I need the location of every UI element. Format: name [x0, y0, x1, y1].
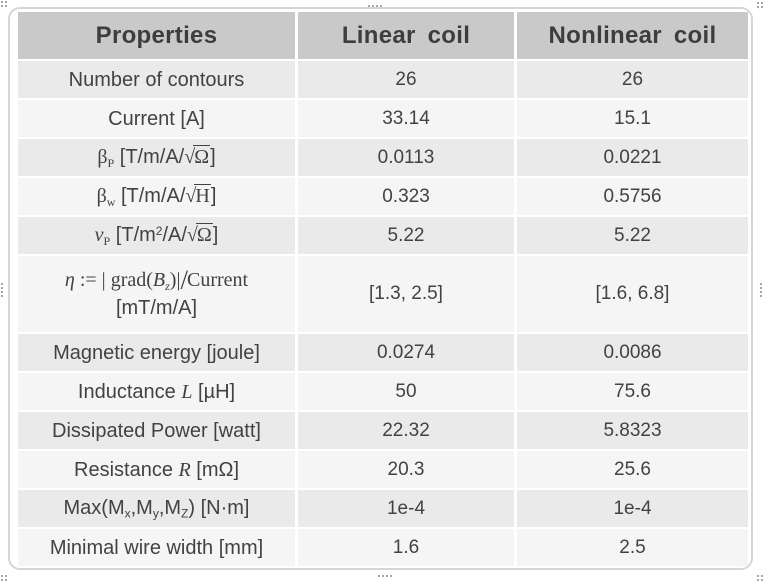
property-cell: Current [A] [18, 100, 295, 137]
property-cell: νP [T/m2/A/√Ω] [18, 217, 295, 254]
property-cell: Minimal wire width [mm] [18, 529, 295, 566]
header-nonlinear-coil: Nonlinear coil [517, 12, 748, 59]
table-row: Minimal wire width [mm] 1.6 2.5 [18, 529, 748, 566]
table-row: βP [T/m/A/√Ω] 0.0113 0.0221 [18, 139, 748, 176]
nonlinear-value: 1e-4 [517, 490, 748, 527]
table-row: Inductance L [µH] 50 75.6 [18, 373, 748, 410]
nonlinear-value: 0.0221 [517, 139, 748, 176]
linear-value: 0.0274 [298, 334, 514, 371]
property-cell: Dissipated Power [watt] [18, 412, 295, 449]
resize-handle-top-left[interactable] [1, 1, 7, 7]
property-cell: Resistance R [mΩ] [18, 451, 295, 488]
nonlinear-value: 0.0086 [517, 334, 748, 371]
linear-value: 0.0113 [298, 139, 514, 176]
table-header-row: Properties Linear coil Nonlinear coil [18, 12, 748, 59]
table-row: Max(Mx,My,MZ) [N·m] 1e-4 1e-4 [18, 490, 748, 527]
table-panel[interactable]: Properties Linear coil Nonlinear coil Nu… [8, 7, 753, 570]
linear-value: 1e-4 [298, 490, 514, 527]
linear-value: 1.6 [298, 529, 514, 566]
property-cell: Magnetic energy [joule] [18, 334, 295, 371]
table-row: Number of contours 26 26 [18, 61, 748, 98]
nonlinear-value: 0.5756 [517, 178, 748, 215]
property-cell: βw [T/m/A/√H] [18, 178, 295, 215]
nonlinear-value: [1.6, 6.8] [517, 256, 748, 332]
linear-value: 5.22 [298, 217, 514, 254]
header-linear-coil: Linear coil [298, 12, 514, 59]
header-properties: Properties [18, 12, 295, 59]
resize-handle-bottom-center[interactable] [378, 575, 392, 577]
resize-handle-bottom-right[interactable] [757, 575, 763, 581]
property-cell: βP [T/m/A/√Ω] [18, 139, 295, 176]
nonlinear-value: 5.8323 [517, 412, 748, 449]
table-row: Dissipated Power [watt] 22.32 5.8323 [18, 412, 748, 449]
table-row: Current [A] 33.14 15.1 [18, 100, 748, 137]
resize-handle-bottom-left[interactable] [1, 575, 7, 581]
resize-handle-top-center[interactable] [368, 5, 382, 7]
linear-value: 50 [298, 373, 514, 410]
resize-handle-right-middle[interactable] [760, 283, 762, 297]
properties-table: Properties Linear coil Nonlinear coil Nu… [18, 12, 748, 566]
resize-handle-top-right[interactable] [757, 2, 763, 8]
linear-value: 20.3 [298, 451, 514, 488]
property-cell: Inductance L [µH] [18, 373, 295, 410]
nonlinear-value: 5.22 [517, 217, 748, 254]
property-cell: η := | grad(Bz)|/Current [mT/m/A] [18, 256, 295, 332]
table-row: Magnetic energy [joule] 0.0274 0.0086 [18, 334, 748, 371]
table-row: Resistance R [mΩ] 20.3 25.6 [18, 451, 748, 488]
nonlinear-value: 75.6 [517, 373, 748, 410]
resize-handle-left-middle[interactable] [1, 283, 3, 297]
table-row: η := | grad(Bz)|/Current [mT/m/A] [1.3, 2… [18, 256, 748, 332]
property-cell: Number of contours [18, 61, 295, 98]
linear-value: [1.3, 2.5] [298, 256, 514, 332]
table-row: βw [T/m/A/√H] 0.323 0.5756 [18, 178, 748, 215]
nonlinear-value: 26 [517, 61, 748, 98]
property-cell: Max(Mx,My,MZ) [N·m] [18, 490, 295, 527]
table-row: νP [T/m2/A/√Ω] 5.22 5.22 [18, 217, 748, 254]
nonlinear-value: 15.1 [517, 100, 748, 137]
linear-value: 0.323 [298, 178, 514, 215]
linear-value: 33.14 [298, 100, 514, 137]
nonlinear-value: 2.5 [517, 529, 748, 566]
linear-value: 26 [298, 61, 514, 98]
linear-value: 22.32 [298, 412, 514, 449]
nonlinear-value: 25.6 [517, 451, 748, 488]
